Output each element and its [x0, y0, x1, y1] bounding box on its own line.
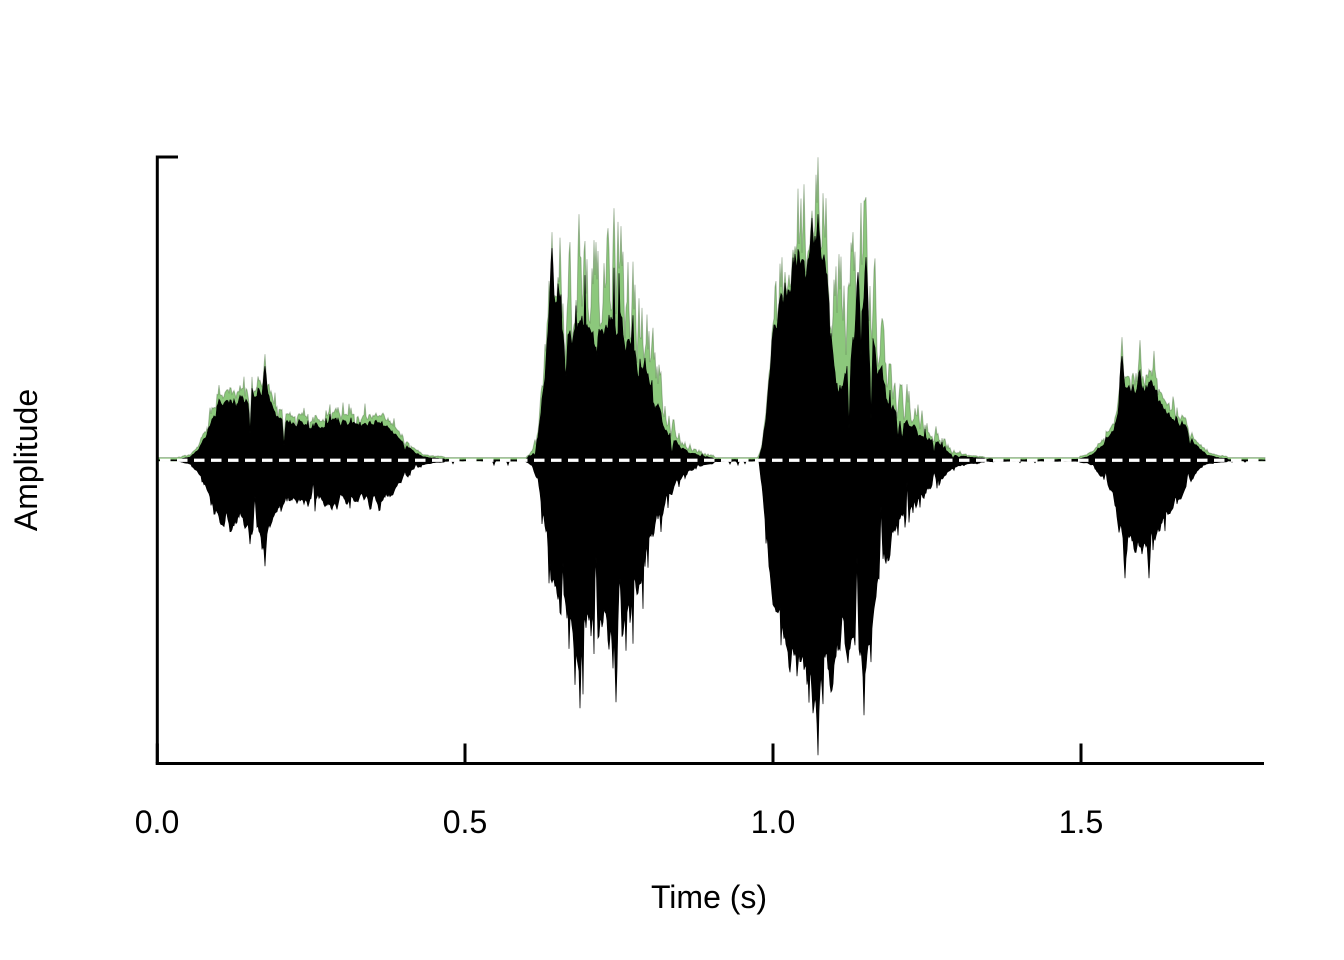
- svg-text:1.0: 1.0: [751, 804, 795, 840]
- svg-text:Amplitude: Amplitude: [8, 389, 44, 531]
- svg-text:0.5: 0.5: [443, 804, 487, 840]
- svg-text:0.0: 0.0: [135, 804, 179, 840]
- svg-text:1.5: 1.5: [1059, 804, 1103, 840]
- svg-text:Time (s): Time (s): [651, 879, 767, 915]
